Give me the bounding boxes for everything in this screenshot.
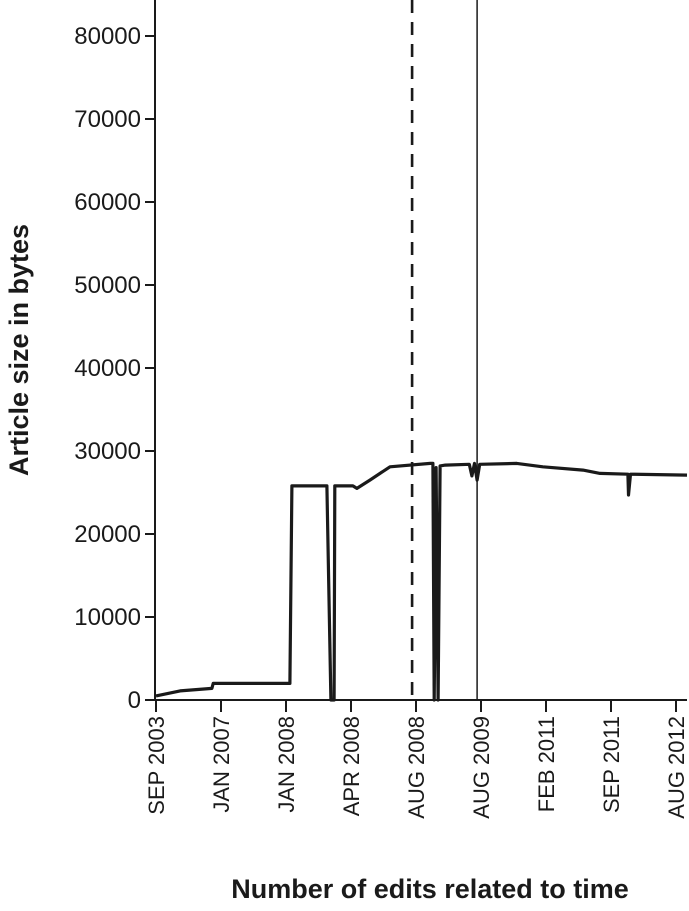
y-tick-label: 20000 bbox=[74, 521, 141, 548]
vertical-markers bbox=[410, 0, 478, 700]
y-tick-label: 60000 bbox=[74, 189, 141, 216]
y-axis-title: Article size in bytes bbox=[4, 224, 34, 476]
x-tick-label: AUG 2008 bbox=[404, 716, 429, 819]
y-tick-label: 80000 bbox=[74, 23, 141, 50]
y-tick-label: 10000 bbox=[74, 604, 141, 631]
x-tick-label: SEP 2011 bbox=[599, 716, 624, 813]
x-axis-ticks: SEP 2003 JAN 2007 JAN 2008 APR 2008 AUG 2008… bbox=[144, 700, 689, 819]
x-tick-label: APR 2008 bbox=[339, 716, 364, 816]
x-axis-title: Number of edits related to time bbox=[231, 874, 629, 904]
y-tick-label: 0 bbox=[128, 687, 141, 714]
x-tick-label: JAN 2008 bbox=[274, 716, 299, 813]
x-tick-label: AUG 2009 bbox=[469, 716, 494, 819]
x-tick-label: SEP 2003 bbox=[144, 716, 169, 815]
y-tick-label: 50000 bbox=[74, 272, 141, 299]
series-line bbox=[155, 461, 688, 702]
x-tick-label: JAN 2007 bbox=[209, 716, 234, 813]
y-tick-label: 30000 bbox=[74, 438, 141, 465]
y-axis-ticks: 0 10000 20000 30000 40000 50000 60000 70000 8000… bbox=[74, 23, 155, 714]
x-tick-label: AUG 2012 bbox=[664, 716, 689, 819]
y-tick-label: 40000 bbox=[74, 355, 141, 382]
x-tick-label: FEB 2011 bbox=[534, 716, 559, 812]
y-tick-label: 70000 bbox=[74, 106, 141, 133]
